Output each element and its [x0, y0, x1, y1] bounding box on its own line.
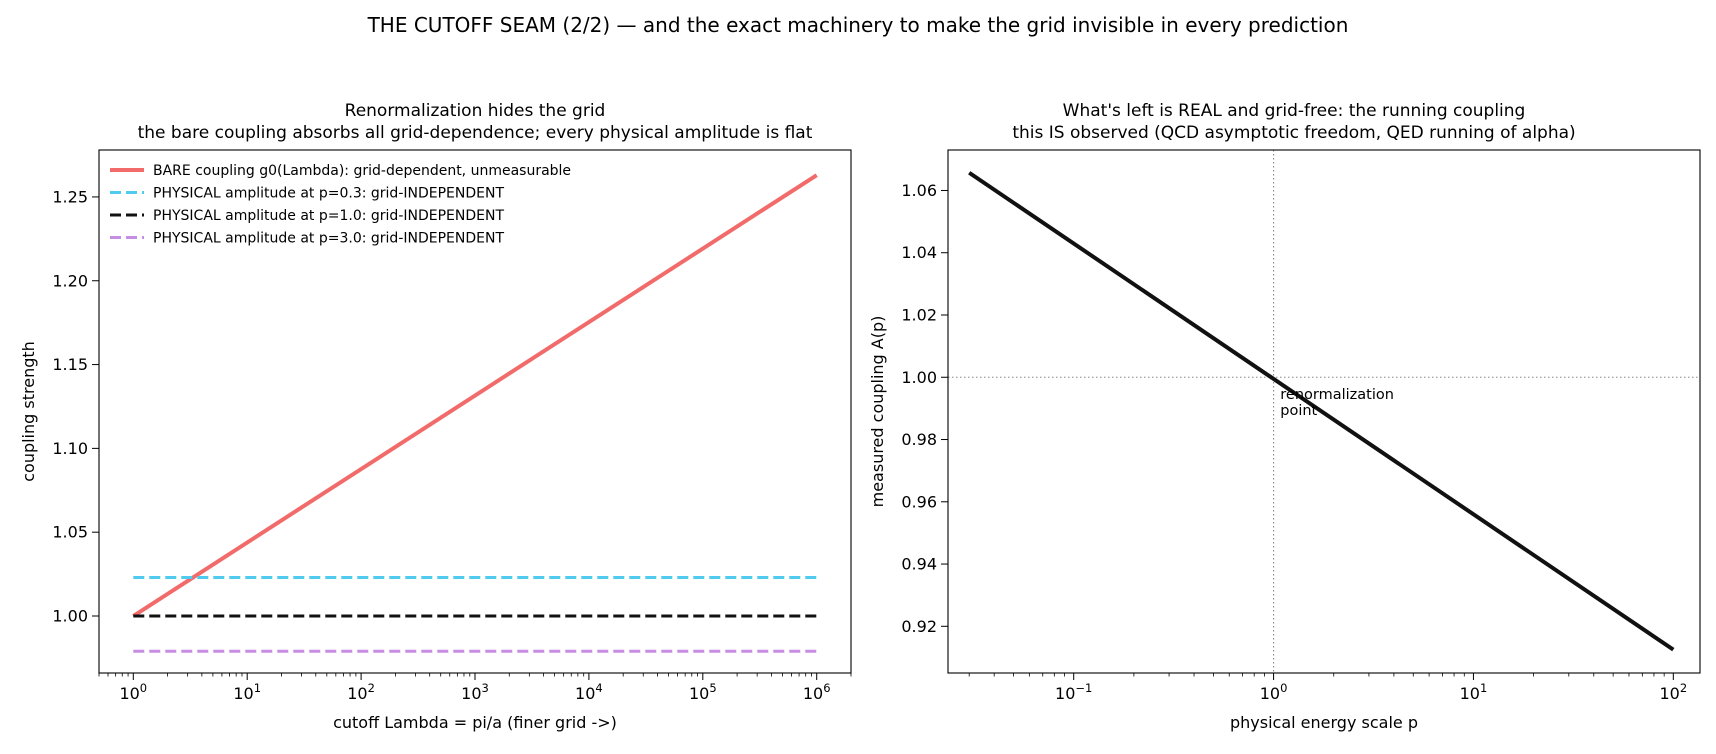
right-chart-axes-frame	[947, 149, 1701, 674]
right-chart-y-tick-label: 0.98	[901, 430, 937, 449]
left-chart-plot-area	[132, 173, 818, 653]
right-chart-y-tick-label: 0.92	[901, 617, 937, 636]
left-chart: Renormalization hides the grid the bare …	[19, 101, 852, 732]
left-chart-y-tick-label: 1.05	[52, 523, 88, 542]
figure-suptitle: THE CUTOFF SEAM (2/2) — and the exact ma…	[367, 13, 1349, 37]
right-chart: What's left is REAL and grid-free: the r…	[868, 101, 1701, 732]
right-chart-ticks: 10−1 100 101 102 0.92 0.94 0.96 0.98 1.00 1.02 1.0…	[901, 181, 1687, 703]
right-chart-y-tick-label: 1.06	[901, 181, 937, 200]
left-chart-x-tick-label: 106	[803, 681, 831, 703]
left-chart-x-tick-label: 103	[461, 681, 489, 703]
right-chart-y-tick-label: 1.02	[901, 305, 937, 324]
left-chart-ticks: 100 101 102 103 104 105 106 1.00 1.05 1.10 1.15 1.2…	[52, 187, 852, 703]
right-chart-x-tick-label: 101	[1460, 681, 1488, 703]
right-chart-y-tick-label: 0.94	[901, 555, 937, 574]
right-chart-annotation-line-1: point	[1280, 403, 1317, 419]
legend-label-1: PHYSICAL amplitude at p=0.3: grid-INDEPE…	[153, 186, 504, 202]
legend-label-0: BARE coupling g0(Lambda): grid-dependent…	[153, 163, 571, 179]
left-chart-x-tick-label: 104	[575, 681, 603, 703]
right-chart-x-tick-label: 102	[1659, 681, 1687, 703]
legend-label-3: PHYSICAL amplitude at p=3.0: grid-INDEPE…	[153, 231, 504, 247]
left-chart-axes-frame	[98, 149, 852, 674]
legend-label-2: PHYSICAL amplitude at p=1.0: grid-INDEPE…	[153, 208, 504, 224]
left-chart-y-tick-label: 1.00	[52, 607, 88, 626]
right-chart-x-tick-label: 100	[1260, 681, 1288, 703]
right-chart-y-tick-label: 1.00	[901, 368, 937, 387]
left-chart-y-tick-label: 1.15	[52, 355, 88, 374]
right-chart-title-line1: What's left is REAL and grid-free: the r…	[1063, 101, 1526, 121]
left-chart-ylabel: coupling strength	[19, 341, 38, 482]
right-chart-y-tick-label: 1.04	[901, 243, 937, 262]
right-chart-series-line-0	[968, 171, 1675, 652]
left-chart-xlabel: cutoff Lambda = pi/a (finer grid ->)	[333, 713, 617, 732]
left-chart-x-tick-label: 101	[233, 681, 261, 703]
left-chart-y-tick-label: 1.20	[52, 271, 88, 290]
left-chart-x-tick-label: 102	[347, 681, 375, 703]
right-chart-title-line2: this IS observed (QCD asymptotic freedom…	[1012, 123, 1575, 143]
right-chart-annotation-line-0: renormalization	[1280, 387, 1394, 403]
right-chart-y-tick-label: 0.96	[901, 492, 937, 511]
right-chart-xlabel: physical energy scale p	[1230, 713, 1418, 732]
left-chart-x-tick-label: 105	[689, 681, 717, 703]
right-chart-x-tick-label: 10−1	[1055, 681, 1092, 703]
left-chart-title-line2: the bare coupling absorbs all grid-depen…	[138, 123, 813, 143]
right-chart-ylabel: measured coupling A(p)	[868, 316, 887, 508]
left-chart-title-line1: Renormalization hides the grid	[345, 101, 606, 121]
left-chart-legend: BARE coupling g0(Lambda): grid-dependent…	[110, 163, 571, 247]
left-chart-x-tick-label: 100	[119, 681, 147, 703]
left-chart-y-tick-label: 1.25	[52, 187, 88, 206]
left-chart-series-line-0	[132, 173, 818, 618]
left-chart-y-tick-label: 1.10	[52, 439, 88, 458]
